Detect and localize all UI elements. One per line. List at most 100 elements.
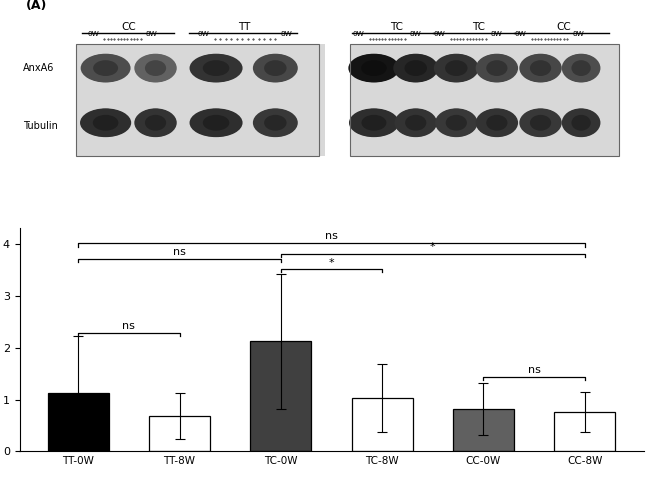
Ellipse shape bbox=[192, 109, 240, 136]
Ellipse shape bbox=[402, 57, 430, 80]
Ellipse shape bbox=[525, 110, 556, 135]
Text: *: * bbox=[430, 242, 436, 252]
Ellipse shape bbox=[144, 57, 168, 79]
Ellipse shape bbox=[526, 56, 555, 80]
Ellipse shape bbox=[524, 110, 557, 135]
Ellipse shape bbox=[194, 110, 239, 136]
Ellipse shape bbox=[261, 111, 289, 134]
Ellipse shape bbox=[201, 57, 231, 79]
Ellipse shape bbox=[440, 56, 473, 80]
Ellipse shape bbox=[488, 113, 505, 133]
Ellipse shape bbox=[532, 113, 549, 133]
Text: CC: CC bbox=[122, 22, 136, 32]
Text: 0W: 0W bbox=[198, 31, 209, 37]
Bar bbox=[250, 341, 311, 451]
Ellipse shape bbox=[203, 60, 229, 76]
Ellipse shape bbox=[90, 57, 121, 80]
Text: ns: ns bbox=[173, 247, 186, 257]
Ellipse shape bbox=[147, 58, 164, 78]
Ellipse shape bbox=[439, 110, 473, 135]
Text: 0W: 0W bbox=[434, 31, 445, 37]
Ellipse shape bbox=[398, 55, 434, 81]
Ellipse shape bbox=[479, 110, 515, 136]
Text: 8W: 8W bbox=[410, 31, 422, 37]
Ellipse shape bbox=[142, 111, 168, 134]
Ellipse shape bbox=[405, 115, 426, 130]
Ellipse shape bbox=[525, 56, 556, 80]
Ellipse shape bbox=[84, 110, 127, 136]
Ellipse shape bbox=[528, 57, 552, 79]
Ellipse shape bbox=[146, 58, 165, 78]
Ellipse shape bbox=[359, 57, 388, 79]
Ellipse shape bbox=[435, 108, 478, 137]
Ellipse shape bbox=[564, 109, 599, 136]
Ellipse shape bbox=[364, 113, 384, 133]
Text: ns: ns bbox=[325, 231, 338, 242]
Ellipse shape bbox=[361, 60, 387, 76]
Ellipse shape bbox=[400, 110, 431, 135]
Ellipse shape bbox=[446, 115, 467, 130]
Ellipse shape bbox=[480, 110, 514, 135]
Ellipse shape bbox=[140, 110, 171, 135]
Ellipse shape bbox=[89, 56, 122, 80]
Ellipse shape bbox=[358, 57, 390, 80]
Ellipse shape bbox=[446, 58, 467, 78]
Ellipse shape bbox=[521, 109, 560, 137]
Ellipse shape bbox=[203, 57, 229, 79]
Ellipse shape bbox=[572, 58, 590, 78]
Ellipse shape bbox=[96, 113, 116, 133]
Ellipse shape bbox=[445, 112, 467, 133]
Ellipse shape bbox=[571, 60, 591, 76]
Ellipse shape bbox=[258, 55, 293, 81]
Ellipse shape bbox=[523, 55, 558, 81]
Ellipse shape bbox=[405, 112, 426, 133]
Ellipse shape bbox=[524, 55, 557, 81]
Ellipse shape bbox=[204, 112, 228, 133]
Ellipse shape bbox=[403, 57, 428, 79]
Ellipse shape bbox=[477, 54, 517, 82]
Ellipse shape bbox=[397, 109, 435, 136]
Ellipse shape bbox=[136, 55, 174, 82]
Ellipse shape bbox=[522, 55, 560, 82]
Ellipse shape bbox=[259, 56, 292, 80]
Ellipse shape bbox=[196, 55, 237, 81]
Bar bbox=[554, 412, 615, 451]
Ellipse shape bbox=[264, 112, 287, 133]
Ellipse shape bbox=[522, 109, 560, 136]
Ellipse shape bbox=[204, 58, 228, 78]
Ellipse shape bbox=[198, 56, 234, 80]
Text: *: * bbox=[329, 258, 334, 268]
Ellipse shape bbox=[408, 113, 424, 133]
Text: ns: ns bbox=[528, 365, 541, 375]
Ellipse shape bbox=[402, 111, 429, 134]
Ellipse shape bbox=[350, 54, 398, 82]
Ellipse shape bbox=[146, 112, 165, 133]
Ellipse shape bbox=[87, 110, 124, 135]
Ellipse shape bbox=[91, 112, 120, 134]
Ellipse shape bbox=[393, 54, 438, 82]
Ellipse shape bbox=[354, 110, 393, 135]
Ellipse shape bbox=[478, 109, 515, 136]
Ellipse shape bbox=[569, 111, 593, 134]
Ellipse shape bbox=[352, 109, 396, 136]
Ellipse shape bbox=[81, 109, 130, 137]
Ellipse shape bbox=[84, 55, 127, 81]
Bar bbox=[350, 44, 619, 156]
Ellipse shape bbox=[264, 115, 287, 130]
Bar bbox=[75, 44, 319, 156]
Ellipse shape bbox=[407, 58, 424, 78]
Ellipse shape bbox=[447, 58, 465, 78]
Ellipse shape bbox=[265, 112, 285, 133]
Ellipse shape bbox=[135, 54, 176, 82]
Ellipse shape bbox=[135, 54, 177, 82]
Ellipse shape bbox=[266, 113, 284, 133]
Ellipse shape bbox=[363, 112, 385, 133]
Ellipse shape bbox=[567, 110, 595, 135]
Ellipse shape bbox=[94, 58, 117, 78]
Ellipse shape bbox=[93, 57, 118, 79]
Ellipse shape bbox=[398, 110, 434, 136]
Ellipse shape bbox=[476, 108, 518, 137]
Ellipse shape bbox=[573, 113, 589, 133]
Ellipse shape bbox=[200, 111, 233, 134]
Ellipse shape bbox=[201, 112, 231, 134]
